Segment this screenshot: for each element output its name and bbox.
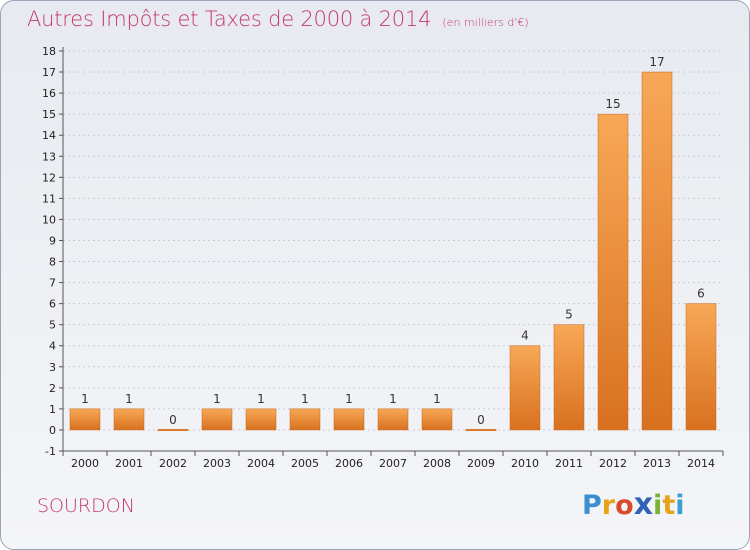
y-tick-label: 8 xyxy=(49,256,56,269)
x-tick-label: 2003 xyxy=(203,457,231,470)
x-tick-label: 2007 xyxy=(379,457,407,470)
bar xyxy=(69,408,101,431)
x-tick-label: 2004 xyxy=(247,457,275,470)
y-tick-label: 5 xyxy=(49,319,56,332)
bar-value-label: 1 xyxy=(257,392,265,406)
bar-value-label: 5 xyxy=(565,308,573,322)
bar xyxy=(553,324,585,431)
y-tick-label: 3 xyxy=(49,361,56,374)
y-tick-label: 9 xyxy=(49,234,56,247)
y-tick-label: 6 xyxy=(49,298,56,311)
x-tick-label: 2012 xyxy=(599,457,627,470)
y-tick-label: 16 xyxy=(42,87,56,100)
chart-title-unit: (en milliers d'€) xyxy=(442,16,529,29)
y-tick-label: 18 xyxy=(42,45,56,58)
y-tick-label: 12 xyxy=(42,171,56,184)
bar-value-label: 1 xyxy=(81,392,89,406)
x-tick-label: 2006 xyxy=(335,457,363,470)
x-tick-label: 2000 xyxy=(71,457,99,470)
y-tick-label: 15 xyxy=(42,108,56,121)
x-tick-label: 2011 xyxy=(555,457,583,470)
bar xyxy=(157,428,189,431)
bar-value-label: 1 xyxy=(389,392,397,406)
logo-letter: i xyxy=(675,490,685,521)
logo-letter: t xyxy=(662,490,676,521)
x-tick-label: 2002 xyxy=(159,457,187,470)
bar-value-label: 17 xyxy=(649,55,664,69)
bar-value-label: 1 xyxy=(125,392,133,406)
bar xyxy=(421,408,453,431)
logo-letter: x xyxy=(633,487,654,522)
bar xyxy=(685,303,717,431)
town-name: SOURDON xyxy=(37,495,135,517)
logo-letter: r xyxy=(601,490,616,521)
logo-letter: o xyxy=(615,490,634,521)
bar xyxy=(509,345,541,431)
bar xyxy=(113,408,145,431)
x-tick-label: 2009 xyxy=(467,457,495,470)
y-tick-label: 13 xyxy=(42,150,56,163)
x-tick-label: 2001 xyxy=(115,457,143,470)
bar-value-label: 1 xyxy=(301,392,309,406)
chart-title: Autres Impôts et Taxes de 2000 à 2014 (e… xyxy=(27,7,529,31)
bar xyxy=(333,408,365,431)
logo-letter: i xyxy=(653,490,663,521)
x-tick-label: 2005 xyxy=(291,457,319,470)
y-tick-label: 2 xyxy=(49,382,56,395)
x-tick-label: 2008 xyxy=(423,457,451,470)
bar-value-label: 1 xyxy=(433,392,441,406)
bar xyxy=(597,113,629,431)
bar-value-label: 1 xyxy=(345,392,353,406)
bar xyxy=(201,408,233,431)
bar-value-label: 15 xyxy=(605,97,620,111)
bar xyxy=(641,71,673,431)
bar-value-label: 6 xyxy=(697,287,705,301)
y-tick-label: 10 xyxy=(42,213,56,226)
y-tick-label: 0 xyxy=(49,424,56,437)
y-tick-label: 17 xyxy=(42,66,56,79)
bar xyxy=(245,408,277,431)
y-tick-label: 11 xyxy=(42,192,56,205)
bar xyxy=(465,428,497,431)
bar-value-label: 4 xyxy=(521,329,529,343)
bar xyxy=(377,408,409,431)
y-tick-label: -1 xyxy=(45,445,56,458)
y-tick-label: 1 xyxy=(49,403,56,416)
bar-value-label: 1 xyxy=(213,392,221,406)
proxiti-logo: Proxiti xyxy=(582,487,685,522)
y-tick-label: 4 xyxy=(49,340,56,353)
chart-title-main: Autres Impôts et Taxes de 2000 à 2014 xyxy=(27,7,432,31)
y-tick-label: 7 xyxy=(49,277,56,290)
bar-value-label: 0 xyxy=(477,413,485,427)
bar xyxy=(289,408,321,431)
x-tick-label: 2014 xyxy=(687,457,715,470)
x-tick-label: 2010 xyxy=(511,457,539,470)
logo-letter: P xyxy=(582,490,602,521)
x-tick-label: 2013 xyxy=(643,457,671,470)
bar-value-label: 0 xyxy=(169,413,177,427)
y-tick-label: 14 xyxy=(42,129,56,142)
